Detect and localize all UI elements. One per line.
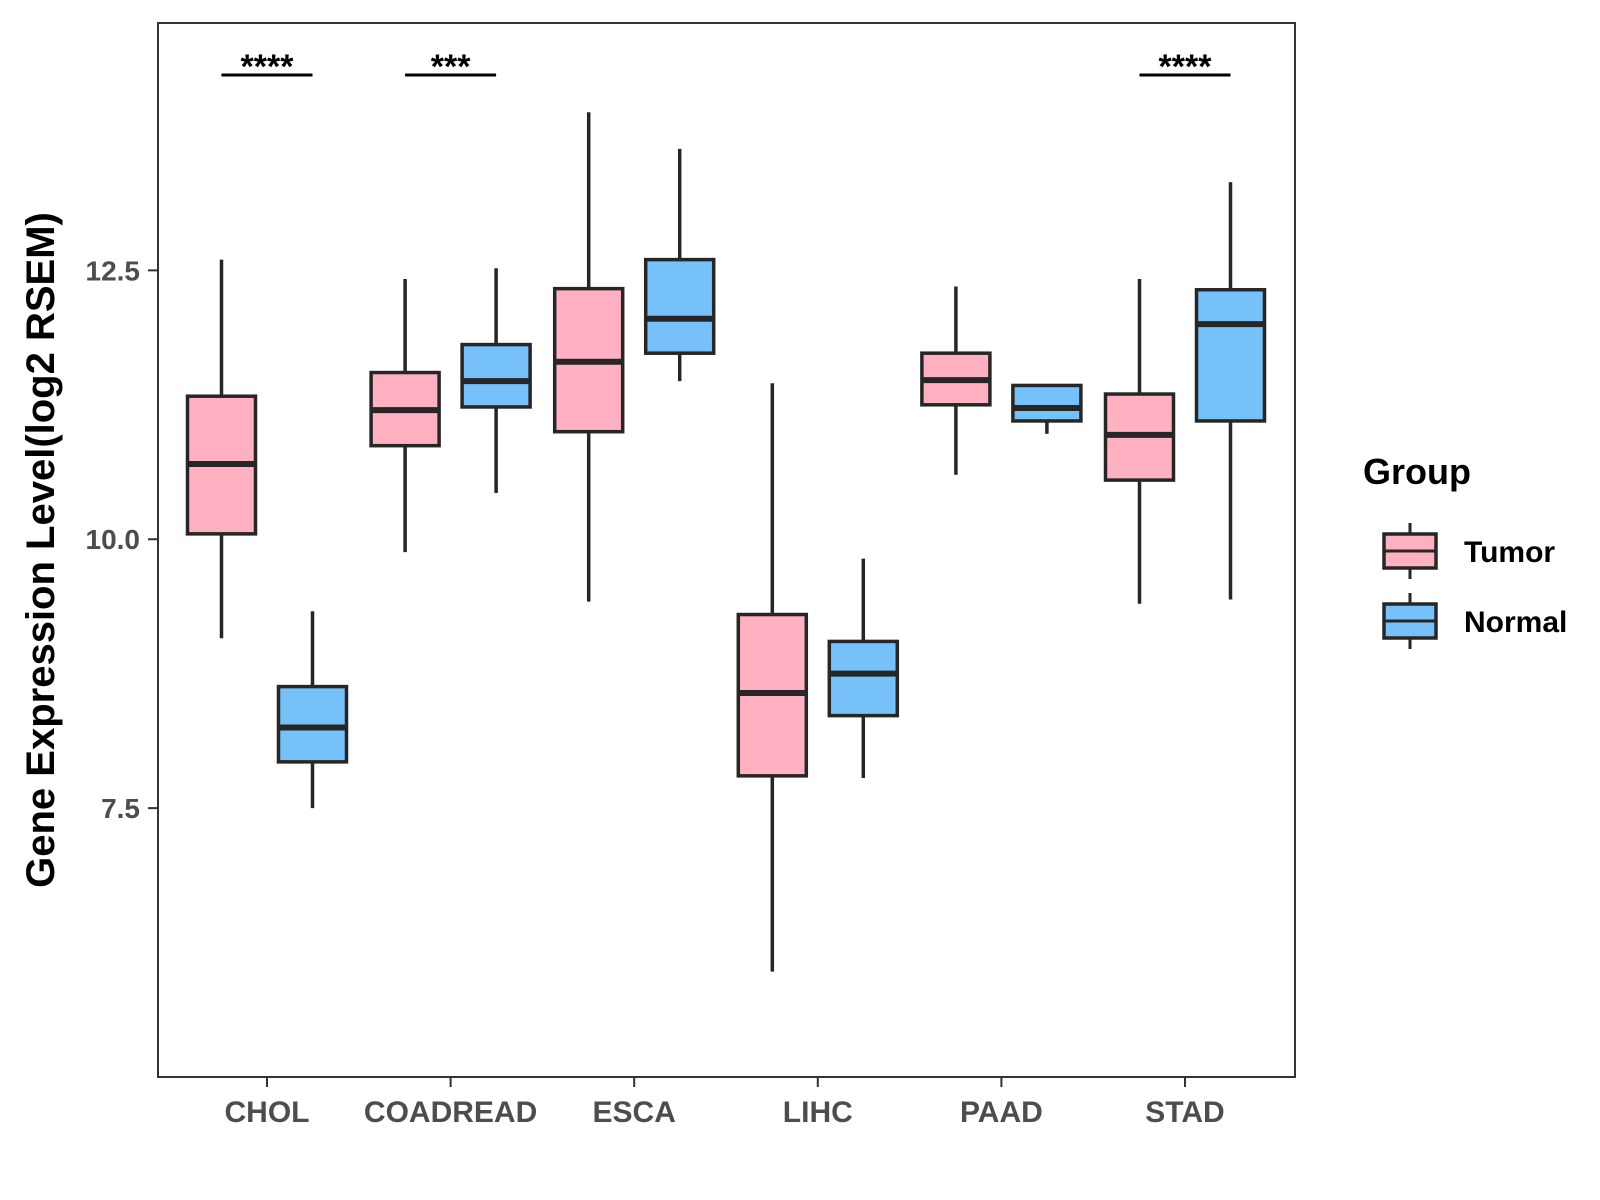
box-iqr — [1011, 383, 1083, 423]
box-normal-paad — [1011, 383, 1083, 434]
y-axis-title: Gene Expression Level(log2 RSEM) — [19, 212, 63, 888]
x-tick-label: COADREAD — [364, 1096, 537, 1129]
box-normal-esca — [643, 148, 716, 382]
plot-panel-border — [157, 22, 1296, 1078]
box-tumor-paad — [920, 286, 992, 475]
box-normal-lihc — [827, 558, 900, 779]
legend-title: Group — [1363, 451, 1471, 492]
x-tick-label: CHOL — [225, 1096, 310, 1129]
box-tumor-esca — [552, 112, 625, 602]
box-normal-coadread — [460, 268, 532, 493]
significance-label: **** — [1159, 48, 1213, 86]
box-iqr — [276, 684, 349, 764]
x-tick-label: PAAD — [960, 1096, 1043, 1129]
significance-label: **** — [241, 48, 295, 86]
y-tick-label: 12.5 — [86, 255, 141, 286]
significance-annotations: **** *** **** — [221, 48, 1231, 86]
y-tick-label: 10.0 — [86, 524, 141, 555]
legend: Group Tumor Normal — [1363, 451, 1567, 649]
y-axis: 7.5 10.0 12.5 — [86, 255, 158, 824]
box-normal-chol — [276, 611, 349, 809]
box-tumor-chol — [185, 259, 258, 639]
significance-label: *** — [431, 48, 471, 86]
legend-key-tumor — [1382, 523, 1438, 579]
x-tick-label: ESCA — [593, 1096, 676, 1129]
box-tumor-stad — [1103, 278, 1176, 604]
x-tick-label: STAD — [1145, 1096, 1224, 1129]
y-tick-label: 7.5 — [101, 793, 140, 824]
x-axis: CHOL COADREAD ESCA LIHC PAAD STAD — [225, 1077, 1225, 1129]
x-tick-label: LIHC — [783, 1096, 853, 1129]
box-iqr — [827, 639, 900, 718]
box-tumor-coadread — [369, 278, 441, 553]
box-iqr — [460, 342, 532, 409]
legend-key-normal — [1382, 593, 1438, 649]
box-normal-stad — [1194, 182, 1267, 600]
box-groups — [185, 112, 1267, 972]
legend-label: Tumor — [1464, 536, 1555, 569]
legend-label: Normal — [1464, 606, 1567, 639]
box-iqr — [643, 257, 716, 355]
box-iqr — [1194, 287, 1267, 423]
box-tumor-lihc — [736, 383, 809, 972]
